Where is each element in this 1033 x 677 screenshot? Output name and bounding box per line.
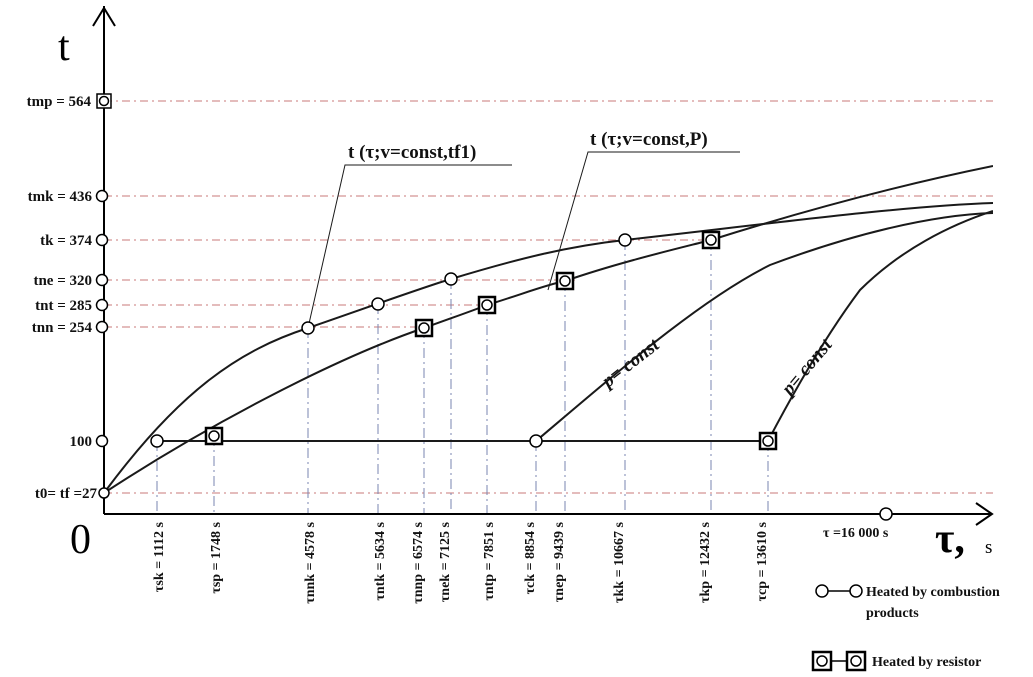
point-tntk [371,297,385,311]
tk-marker [95,233,109,247]
callout-resistor [547,151,740,291]
axes [92,6,994,526]
ytick-tnt: tnt = 285 [35,298,92,314]
point-tau-end [879,507,893,521]
ytick-t0: t0= tf =27 [35,486,98,502]
tnt-marker [95,298,109,312]
xtick-tntk: τntk = 5634 s [373,521,388,600]
point-tnnp [414,318,434,338]
xtick-tnek: τnek = 7125 s [438,521,453,602]
xtick-tck: τck = 8854 s [523,521,538,594]
resistor-markers [204,230,778,451]
ytick-100: 100 [70,434,93,450]
tmk-marker [95,189,109,203]
point-tnnk [301,321,315,335]
point-tck [529,434,543,448]
tnn-marker [95,320,109,334]
tne-marker [95,273,109,287]
xtick-tsp: τsp = 1748 s [209,521,224,593]
label-p-const-1: p= const [597,334,664,393]
x-tick-labels: τsk = 1112 s τsp = 1748 s τnnk = 4578 s … [152,521,770,603]
y-tick-labels: tmp = 564 tmk = 436 tk = 374 tne = 320 t… [27,94,98,502]
ytick-tk: tk = 374 [40,233,92,249]
curve-p-const-2 [767,210,993,442]
xtick-tcp: τcp = 13610 s [755,521,770,601]
y-tick-markers [95,93,112,499]
point-tnek [444,272,458,286]
xtick-tkk: τkk = 10667 s [612,521,627,603]
label-combustion-curve: t (τ;v=const,tf1) [348,142,476,163]
legend-resistor-text: Heated by resistor [872,655,981,670]
tau-end-label: τ =16 000 s [823,526,889,541]
xtick-tntp: τntp = 7851 s [482,521,497,600]
label-p-const-2: p= const [776,334,836,400]
legend-combustion-text: Heated by combustion products [866,585,1003,621]
ytick-tmk: tmk = 436 [28,189,93,205]
label-resistor-curve: t (τ;v=const,P) [590,129,708,150]
x-axis-unit: s [985,537,992,558]
legend-combustion-marker [815,584,863,598]
t100-marker [95,434,109,448]
curve-p-const-1 [535,212,993,442]
curve-resistor [103,165,993,494]
combustion-markers [150,233,893,521]
xtick-tnep: τnep = 9439 s [552,521,567,602]
legend: Heated by combustion products Heated by … [811,584,1003,672]
y-axis-arrow [92,6,116,27]
legend-combustion-line2: products [866,606,919,621]
vertical-drop-lines [156,240,769,515]
ytick-tmp: tmp = 564 [27,94,92,110]
curves [103,165,993,494]
xtick-tkp: τkp = 12432 s [698,521,713,603]
curve-combustion-products [103,202,993,494]
y-axis-label: t [58,24,70,70]
x-axis-arrow [975,502,994,526]
xtick-tnnk: τnnk = 4578 s [303,521,318,603]
xtick-tnnp: τnnp = 6574 s [411,521,426,603]
x-axis-label: τ, [935,516,965,562]
ytick-tne: tne = 320 [33,273,92,289]
point-tcp [758,431,778,451]
point-tsp [204,426,224,446]
xtick-tsk: τsk = 1112 s [152,521,167,592]
callout-lines [307,151,740,329]
legend-combustion-line1: Heated by combustion [866,585,1000,600]
horizontal-reference-lines [104,100,993,494]
point-tkp [701,230,721,250]
point-tsk [150,434,164,448]
point-tnep [555,271,575,291]
origin-label: 0 [70,517,91,563]
ytick-tnn: tnn = 254 [32,320,93,336]
point-tkk [618,233,632,247]
t0-marker [98,487,110,499]
point-tntp [477,295,497,315]
callout-combustion [307,164,512,329]
legend-resistor-marker [811,650,867,672]
